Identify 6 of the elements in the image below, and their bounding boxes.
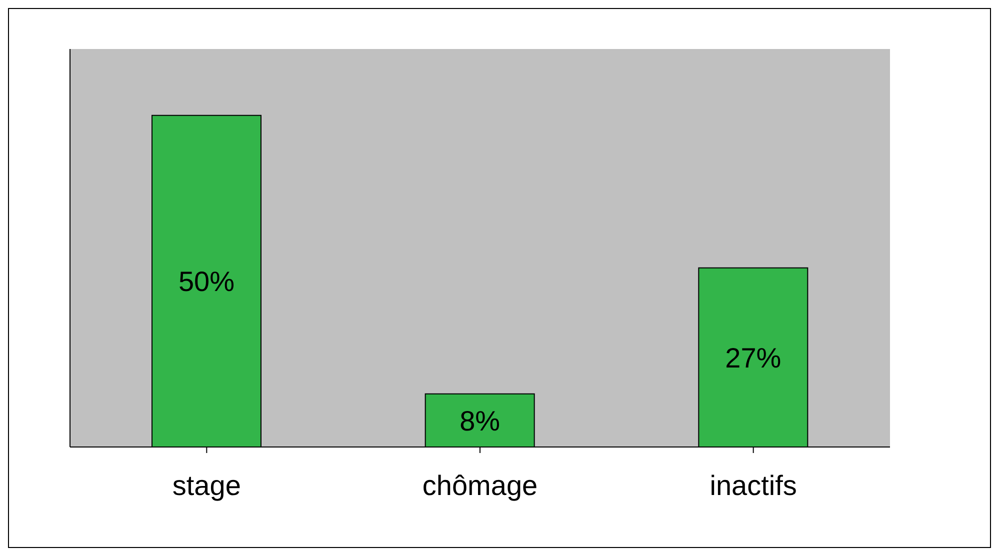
x-tick-label: inactifs (710, 470, 797, 501)
data-label: 50% (178, 266, 235, 298)
data-label: 27% (725, 342, 782, 374)
x-tick-label: chômage (422, 470, 538, 501)
data-label: 8% (460, 405, 500, 436)
x-tick-label: stage (172, 470, 241, 501)
